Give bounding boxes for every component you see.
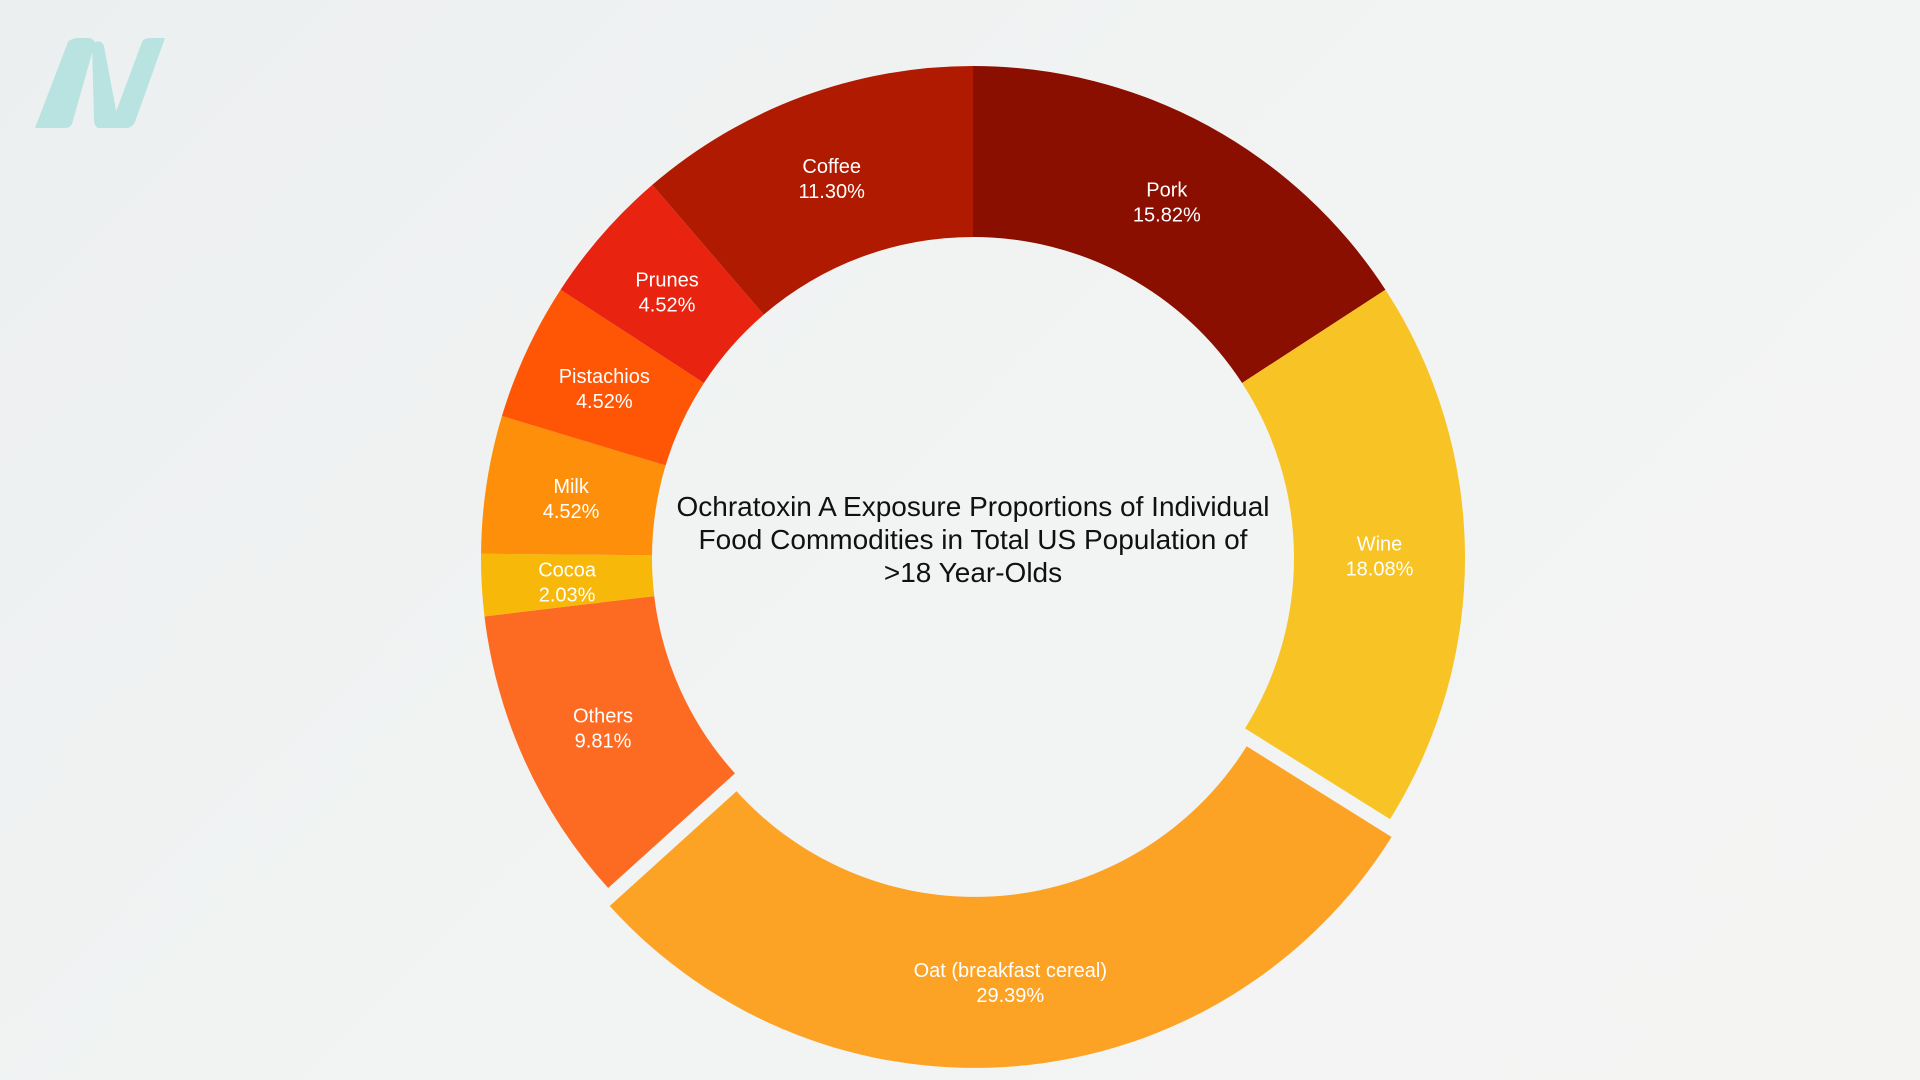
slice-pork <box>973 66 1386 383</box>
slice-label: Wine <box>1357 533 1403 555</box>
slice-coffee <box>652 66 973 315</box>
slice-value-label: 2.03% <box>539 584 596 606</box>
slice-value-label: 9.81% <box>575 730 632 752</box>
slice-pistachios <box>501 289 704 466</box>
slice-prunes <box>560 184 764 383</box>
slice-label: Pistachios <box>559 366 650 388</box>
brand-logo <box>30 36 170 136</box>
slice-others <box>484 596 735 889</box>
slice-label: Oat (breakfast cereal) <box>914 960 1107 982</box>
slice-label: Pork <box>1146 180 1188 202</box>
slice-oat-breakfast-cereal <box>609 746 1392 1068</box>
slice-wine <box>1242 289 1465 820</box>
slice-value-label: 4.52% <box>639 294 696 316</box>
slice-label: Cocoa <box>538 559 597 581</box>
n-logo-icon <box>35 38 165 128</box>
slice-label: Coffee <box>802 156 861 178</box>
slice-value-label: 11.30% <box>799 181 866 203</box>
slice-cocoa <box>481 553 655 617</box>
slice-value-label: 4.52% <box>543 501 600 523</box>
slice-milk <box>481 416 666 556</box>
slice-label: Others <box>573 705 633 727</box>
slice-value-label: 29.39% <box>976 985 1044 1007</box>
slice-value-label: 4.52% <box>576 391 633 413</box>
slice-label: Milk <box>553 476 590 498</box>
chart-title: Ochratoxin A Exposure Proportions of Ind… <box>676 491 1270 588</box>
slice-value-label: 18.08% <box>1346 558 1414 580</box>
slice-value-label: 15.82% <box>1133 205 1201 227</box>
slice-label: Prunes <box>635 269 698 291</box>
